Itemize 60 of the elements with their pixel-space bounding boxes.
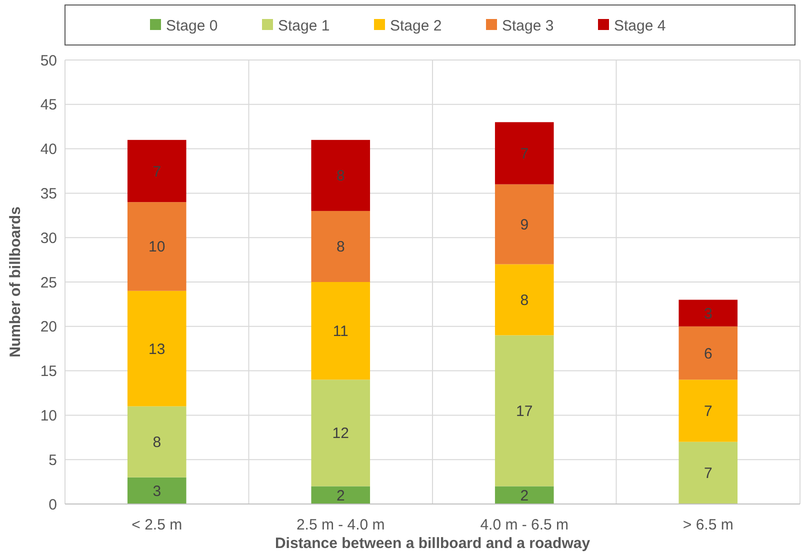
data-label: 10 [148,238,166,256]
data-label: 7 [704,465,712,482]
y-axis-title: Number of billboards [7,206,24,358]
y-tick-label: 35 [40,185,57,202]
bar [127,140,186,202]
data-label: 12 [332,425,349,442]
x-tick-label: 4.0 m - 6.5 m [480,516,569,534]
bar [678,326,738,380]
bar [494,264,554,336]
bar [494,335,554,486]
y-tick-label: 45 [40,96,57,114]
data-label: 7 [152,163,162,180]
data-label: 3 [152,482,162,500]
bar [494,184,554,264]
data-label: 8 [336,238,345,256]
x-tick-label: > 6.5 m [682,516,734,534]
legend-label: Stage 3 [502,17,554,34]
bar [127,202,186,291]
data-label: 13 [148,340,166,358]
data-label: 11 [332,323,348,340]
bar [311,140,370,211]
bar [127,290,186,406]
y-tick-label: 0 [48,496,57,514]
data-label: 17 [516,403,533,420]
data-label: 2 [336,487,345,504]
y-tick-label: 5 [48,452,57,469]
y-tick-label: 25 [40,274,57,292]
x-tick-label: 2.5 m - 4.0 m [296,516,385,534]
bar [494,122,554,184]
data-label: 8 [336,168,345,185]
bar [127,477,186,504]
y-tick-label: 30 [40,230,57,247]
bar [127,406,186,478]
data-label: 8 [520,292,529,310]
x-tick-label: < 2.5 m [132,516,182,534]
x-axis-title: Distance between a billboard and a roadway [274,535,591,552]
y-tick-label: 15 [40,363,57,380]
legend-label: Stage 0 [166,17,218,34]
y-tick-label: 40 [40,141,57,158]
data-label: 8 [152,434,162,452]
y-tick-label: 50 [40,52,57,70]
legend-label: Stage 4 [614,17,666,34]
bar [311,380,370,486]
data-label: 7 [704,403,712,420]
bar [311,282,370,380]
y-tick-label: 10 [40,407,57,424]
bar [311,210,370,282]
bar [678,442,738,504]
data-label: 7 [520,145,529,162]
data-label: 3 [704,305,712,322]
y-tick-label: 20 [40,318,57,336]
data-label: 9 [520,216,529,234]
data-label: 6 [704,345,712,362]
legend-label: Stage 2 [390,17,442,34]
bar [494,486,554,504]
legend-label: Stage 1 [278,17,330,34]
bar [678,380,738,442]
bar [678,300,738,326]
data-label: 2 [520,487,529,504]
bar [311,486,370,504]
